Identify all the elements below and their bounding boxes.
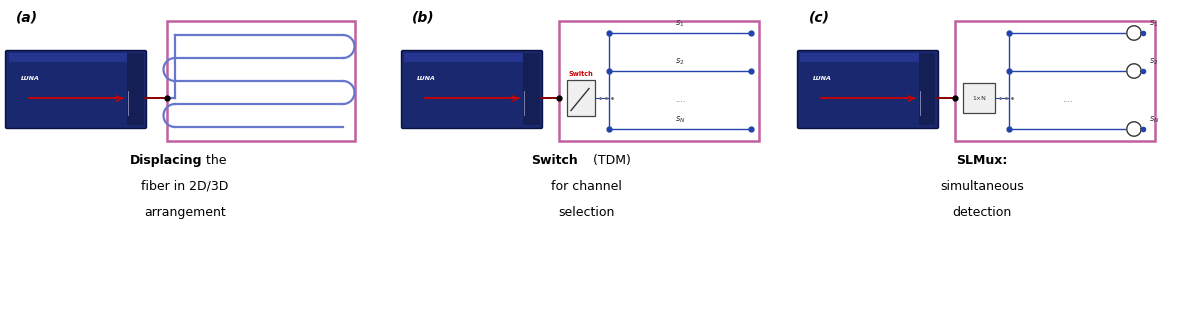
Bar (801, 53, 935, 62)
Bar (523, 53, 539, 125)
Text: $s_2$: $s_2$ (675, 57, 684, 67)
Bar (955, 21, 1155, 141)
Text: fiber in 2D/3D: fiber in 2D/3D (141, 180, 228, 193)
Text: LUNA: LUNA (417, 76, 436, 81)
Bar (920, 53, 935, 125)
Bar (560, 21, 759, 141)
Bar (8, 53, 144, 62)
Text: (c): (c) (809, 11, 829, 25)
Bar (567, 81, 595, 116)
Text: 1×N: 1×N (972, 96, 986, 101)
Text: $s_2$: $s_2$ (1149, 57, 1158, 67)
Text: the: the (202, 154, 227, 167)
Text: ....: .... (675, 95, 685, 104)
Text: simultaneous: simultaneous (940, 180, 1024, 193)
Text: LUNA: LUNA (813, 76, 832, 81)
Text: $s_N$: $s_N$ (675, 115, 685, 125)
Text: LUNA: LUNA (21, 76, 40, 81)
Text: (a): (a) (15, 11, 38, 25)
Bar (404, 53, 539, 62)
Text: Switch: Switch (569, 71, 593, 78)
Text: SLMux:: SLMux: (956, 154, 1007, 167)
Text: ....: .... (1062, 95, 1073, 104)
Text: selection: selection (558, 206, 614, 219)
Text: $s_1$: $s_1$ (1149, 19, 1158, 29)
FancyBboxPatch shape (797, 50, 939, 129)
Text: (TDM): (TDM) (589, 154, 631, 167)
Text: Switch: Switch (531, 154, 577, 167)
Text: detection: detection (953, 206, 1012, 219)
Text: for channel: for channel (550, 180, 621, 193)
Text: (b): (b) (412, 11, 435, 25)
Bar (168, 21, 355, 141)
Text: Displacing: Displacing (129, 154, 202, 167)
Bar (127, 53, 144, 125)
Bar (963, 83, 996, 113)
Text: $s_N$: $s_N$ (1149, 115, 1159, 125)
FancyBboxPatch shape (402, 50, 543, 129)
FancyBboxPatch shape (6, 50, 146, 129)
Text: arrangement: arrangement (144, 206, 226, 219)
Text: $s_1$: $s_1$ (675, 19, 684, 29)
